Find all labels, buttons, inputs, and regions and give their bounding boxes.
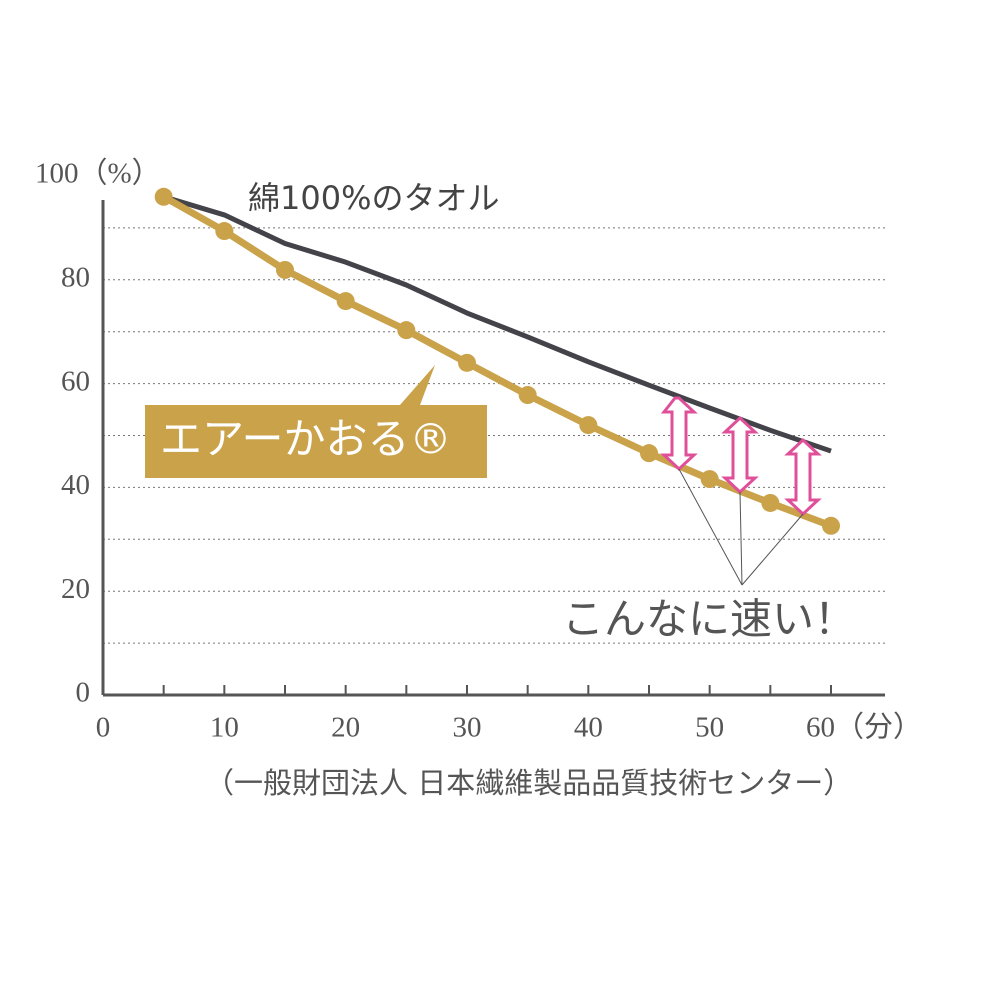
arrow	[660, 396, 698, 472]
arrow	[721, 415, 759, 495]
marker	[640, 444, 658, 463]
y-tick-label: 100（%）	[35, 158, 161, 190]
source: （一般財団法人 日本繊維製品品質技術センター）	[205, 766, 852, 800]
series-line	[161, 193, 833, 530]
y-tick-label: 40	[61, 469, 90, 501]
series-label: エアーかおる®	[160, 415, 451, 464]
pointer-line	[678, 468, 743, 586]
marker	[276, 260, 294, 279]
x-tick-label: 20	[331, 712, 360, 744]
marker	[579, 416, 598, 435]
marker	[700, 470, 719, 489]
arrow	[784, 437, 822, 517]
y-tick-label: 20	[61, 573, 90, 605]
x-tick-label: 60（分）	[806, 712, 922, 744]
y-tick-label: 0	[76, 677, 91, 709]
x-tick-label: 0	[96, 712, 111, 744]
pointer-lines	[678, 468, 804, 586]
pointer-line	[741, 513, 804, 586]
x-tick-label: 40	[574, 712, 603, 744]
series-label: 綿100%のタオル	[248, 179, 500, 217]
marker	[397, 321, 416, 340]
x-tick-label: 30	[453, 712, 482, 744]
series-line	[162, 194, 832, 454]
marker	[154, 187, 173, 206]
difference-arrows	[660, 396, 822, 517]
marker	[215, 222, 234, 241]
annotation: こんなに速い！	[562, 595, 856, 644]
y-tick-label: 80	[61, 261, 90, 293]
marker	[336, 292, 355, 311]
plot	[154, 187, 840, 535]
marker	[458, 353, 476, 372]
marker	[761, 493, 780, 512]
marker	[518, 386, 537, 405]
pointer-line	[739, 491, 743, 586]
series-label-box: エアーかおる®	[145, 365, 487, 478]
x-tick-label: 10	[210, 712, 239, 744]
x-tick-label: 50	[695, 712, 724, 744]
label-box	[145, 365, 487, 478]
y-tick-label: 60	[61, 365, 90, 397]
marker	[822, 516, 840, 535]
